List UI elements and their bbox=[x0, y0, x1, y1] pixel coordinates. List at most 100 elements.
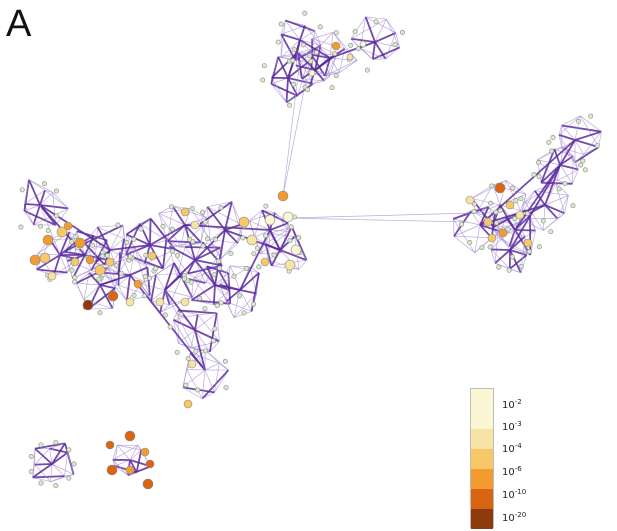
network-edge bbox=[239, 289, 257, 295]
network-edge bbox=[509, 249, 527, 256]
network-node bbox=[498, 228, 508, 238]
network-node bbox=[512, 216, 518, 222]
network-node bbox=[29, 254, 41, 266]
network-edge bbox=[24, 210, 57, 226]
network-node bbox=[106, 464, 118, 476]
network-node bbox=[355, 46, 361, 52]
network-edge bbox=[239, 272, 260, 291]
network-edge bbox=[76, 282, 101, 286]
network-edge bbox=[214, 363, 220, 393]
network-node bbox=[580, 158, 586, 164]
network-edge bbox=[97, 226, 125, 240]
network-edge bbox=[169, 245, 186, 248]
network-edge bbox=[225, 265, 231, 302]
network-edge bbox=[114, 445, 118, 466]
network-edge bbox=[99, 267, 108, 286]
network-node bbox=[142, 274, 148, 280]
network-node bbox=[180, 207, 190, 217]
network-node bbox=[246, 234, 258, 246]
network-edge bbox=[301, 78, 311, 85]
network-edge bbox=[558, 115, 581, 136]
network-edge bbox=[350, 16, 366, 39]
network-edge bbox=[280, 20, 286, 58]
significance-legend: 10-2 10-3 10-4 10-6 10-10 10-20 bbox=[470, 388, 540, 529]
network-edge bbox=[194, 314, 199, 331]
network-edge bbox=[494, 262, 510, 270]
network-node bbox=[352, 29, 358, 35]
network-edge bbox=[224, 201, 233, 231]
network-node bbox=[518, 263, 524, 269]
network-node bbox=[131, 236, 137, 242]
network-edge bbox=[499, 204, 516, 231]
network-edge bbox=[52, 192, 69, 209]
network-edge bbox=[479, 224, 501, 233]
network-edge bbox=[301, 78, 325, 82]
network-edge bbox=[395, 32, 400, 48]
network-edge bbox=[96, 226, 111, 251]
network-edge bbox=[506, 180, 527, 195]
network-node bbox=[189, 205, 195, 211]
legend-swatch-1 bbox=[471, 389, 493, 409]
network-edge bbox=[84, 243, 111, 251]
network-edge bbox=[201, 369, 206, 399]
network-edge bbox=[350, 18, 387, 40]
network-edge bbox=[193, 266, 208, 280]
network-node bbox=[260, 257, 270, 267]
network-node bbox=[125, 297, 135, 307]
network-edge bbox=[158, 212, 186, 226]
network-node bbox=[66, 475, 72, 481]
network-edge bbox=[197, 314, 220, 342]
network-node bbox=[546, 139, 552, 145]
network-node bbox=[348, 42, 354, 48]
network-edge bbox=[114, 459, 131, 467]
network-edge bbox=[194, 329, 211, 353]
network-node bbox=[145, 459, 155, 469]
network-node bbox=[290, 57, 296, 63]
network-edge bbox=[310, 80, 325, 86]
network-edge bbox=[173, 319, 192, 349]
network-node bbox=[94, 264, 106, 276]
network-node bbox=[483, 217, 493, 227]
legend-swatch-4 bbox=[471, 449, 493, 469]
network-edge bbox=[172, 318, 196, 331]
network-edge bbox=[24, 204, 41, 212]
network-edge bbox=[186, 369, 203, 399]
network-edge bbox=[254, 210, 263, 238]
network-edge bbox=[193, 278, 216, 286]
network-edge bbox=[173, 319, 179, 344]
network-node bbox=[317, 24, 323, 30]
network-node bbox=[231, 273, 237, 279]
network-node bbox=[53, 439, 59, 445]
network-edge bbox=[64, 452, 68, 477]
network-node bbox=[291, 81, 297, 87]
network-node bbox=[251, 251, 257, 257]
network-node bbox=[333, 30, 339, 36]
network-edge bbox=[261, 209, 289, 224]
network-edge bbox=[285, 83, 314, 104]
network-edge bbox=[490, 248, 511, 251]
network-edge bbox=[34, 448, 50, 465]
network-edge bbox=[129, 449, 142, 461]
network-edge bbox=[144, 249, 176, 265]
network-edge bbox=[34, 464, 51, 482]
network-edge bbox=[280, 33, 301, 41]
network-edge bbox=[207, 206, 242, 225]
network-edge bbox=[311, 53, 331, 59]
network-edge bbox=[109, 249, 128, 260]
network-edge bbox=[117, 444, 142, 451]
legend-label-1: 10-2 bbox=[502, 398, 522, 411]
network-edge bbox=[540, 148, 556, 183]
network-edge bbox=[314, 57, 331, 71]
network-node bbox=[251, 301, 257, 307]
network-edge bbox=[51, 463, 65, 477]
network-node bbox=[332, 51, 338, 57]
network-node bbox=[212, 326, 218, 332]
network-edge bbox=[524, 202, 544, 231]
network-node bbox=[467, 240, 473, 246]
legend-swatch-2 bbox=[471, 409, 493, 429]
network-edge bbox=[155, 274, 166, 291]
network-edge bbox=[129, 445, 139, 461]
network-node bbox=[180, 297, 190, 307]
network-edge bbox=[171, 205, 186, 226]
network-node bbox=[183, 399, 193, 409]
